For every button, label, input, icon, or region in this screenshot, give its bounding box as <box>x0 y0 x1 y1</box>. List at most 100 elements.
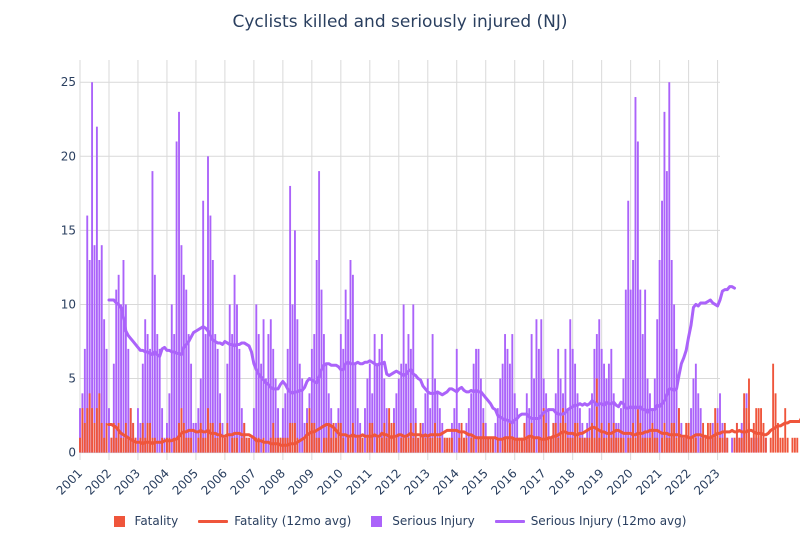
serious-injury-bar[interactable] <box>344 289 347 453</box>
fatality-bar[interactable] <box>649 437 651 453</box>
serious-injury-bar[interactable] <box>277 408 279 453</box>
fatality-bar[interactable] <box>723 422 726 453</box>
serious-injury-bar[interactable] <box>122 260 125 453</box>
fatality-bar[interactable] <box>289 422 292 453</box>
fatality-bar[interactable] <box>639 422 642 453</box>
serious-injury-bar[interactable] <box>339 334 342 453</box>
fatality-bar[interactable] <box>663 422 666 453</box>
serious-injury-bar[interactable] <box>581 422 584 453</box>
legend-item-serious-injury[interactable]: Serious Injury <box>371 514 475 528</box>
fatality-bar[interactable] <box>219 422 222 453</box>
serious-injury-bar[interactable] <box>477 348 480 453</box>
legend-item-fatality[interactable]: Fatality <box>113 514 178 528</box>
serious-injury-bar[interactable] <box>458 422 461 453</box>
fatality-bar[interactable] <box>214 437 217 453</box>
fatality-bar[interactable] <box>774 393 777 453</box>
serious-injury-bar[interactable] <box>366 378 369 453</box>
fatality-bar[interactable] <box>760 408 762 453</box>
serious-injury-avg-line[interactable] <box>107 285 736 425</box>
fatality-bar[interactable] <box>791 437 794 453</box>
fatality-bar[interactable] <box>303 437 306 453</box>
fatality-bar[interactable] <box>417 437 420 453</box>
fatality-bar[interactable] <box>492 437 494 453</box>
serious-injury-bar[interactable] <box>349 260 352 453</box>
serious-injury-bar[interactable] <box>530 334 533 453</box>
serious-injury-bar[interactable] <box>668 82 671 453</box>
serious-injury-bar[interactable] <box>226 363 229 453</box>
serious-injury-bar[interactable] <box>533 378 535 453</box>
serious-injury-bar[interactable] <box>475 348 478 453</box>
fatality-bar[interactable] <box>141 422 144 453</box>
fatality-bar[interactable] <box>245 437 248 453</box>
fatality-bar[interactable] <box>197 437 200 453</box>
fatality-bar[interactable] <box>226 422 229 453</box>
serious-injury-bar[interactable] <box>98 260 101 453</box>
fatality-bar[interactable] <box>472 437 475 453</box>
serious-injury-bar[interactable] <box>187 334 190 453</box>
serious-injury-bar[interactable] <box>610 348 613 453</box>
serious-injury-bar[interactable] <box>434 378 436 453</box>
fatality-bar[interactable] <box>477 437 480 453</box>
serious-injury-bar[interactable] <box>405 363 407 453</box>
serious-injury-bar[interactable] <box>194 422 197 453</box>
serious-injury-bar[interactable] <box>141 363 144 453</box>
fatality-bar[interactable] <box>407 437 410 453</box>
fatality-bar[interactable] <box>714 408 717 453</box>
fatality-bar[interactable] <box>653 437 656 453</box>
fatality-bar[interactable] <box>673 422 676 453</box>
fatality-bar[interactable] <box>612 422 615 453</box>
serious-injury-bar[interactable] <box>690 408 692 453</box>
fatality-bar[interactable] <box>605 437 608 453</box>
fatality-bar[interactable] <box>692 437 695 453</box>
fatality-bar[interactable] <box>419 422 422 453</box>
serious-injury-bar[interactable] <box>525 393 528 453</box>
serious-injury-bar[interactable] <box>325 363 328 453</box>
fatality-bar[interactable] <box>315 437 318 453</box>
serious-injury-bar[interactable] <box>190 363 193 453</box>
fatality-bar[interactable] <box>262 437 265 453</box>
fatality-bar[interactable] <box>103 437 106 453</box>
serious-injury-bar[interactable] <box>127 348 130 453</box>
fatality-bar[interactable] <box>487 437 490 453</box>
serious-injury-bar[interactable] <box>95 126 98 453</box>
fatality-bar[interactable] <box>557 437 560 453</box>
serious-injury-bar[interactable] <box>407 334 410 453</box>
serious-injury-bar[interactable] <box>318 171 321 453</box>
serious-injury-bar[interactable] <box>516 408 519 453</box>
fatality-bar[interactable] <box>351 422 354 453</box>
serious-injury-bar[interactable] <box>450 422 453 453</box>
serious-injury-bar[interactable] <box>298 363 301 453</box>
serious-injury-bar[interactable] <box>313 334 316 453</box>
serious-injury-bar[interactable] <box>103 319 106 453</box>
fatality-bar[interactable] <box>132 422 135 453</box>
serious-injury-bar[interactable] <box>170 304 173 453</box>
fatality-bar[interactable] <box>339 422 342 453</box>
fatality-bar[interactable] <box>721 437 724 453</box>
serious-injury-bar[interactable] <box>93 245 96 453</box>
fatality-bar[interactable] <box>450 437 453 453</box>
serious-injury-bar[interactable] <box>289 185 292 453</box>
fatality-avg-line[interactable] <box>107 414 800 447</box>
fatality-bar[interactable] <box>769 437 772 453</box>
serious-injury-bar[interactable] <box>694 363 697 453</box>
serious-injury-bar[interactable] <box>228 304 231 453</box>
fatality-bar[interactable] <box>678 408 680 453</box>
serious-injury-bar[interactable] <box>373 334 376 453</box>
fatality-bar[interactable] <box>762 422 765 453</box>
serious-injury-bar[interactable] <box>112 363 115 453</box>
fatality-bar[interactable] <box>525 437 528 453</box>
fatality-bar[interactable] <box>513 437 516 453</box>
fatality-bar[interactable] <box>636 408 639 453</box>
serious-injury-bar[interactable] <box>615 422 618 453</box>
fatality-bar[interactable] <box>412 437 415 453</box>
fatality-bar[interactable] <box>209 422 212 453</box>
serious-injury-bar[interactable] <box>100 245 103 453</box>
serious-injury-bar[interactable] <box>274 378 277 453</box>
fatality-bar[interactable] <box>617 437 620 453</box>
fatality-bar[interactable] <box>166 437 168 453</box>
serious-injury-bar[interactable] <box>467 408 470 453</box>
serious-injury-bar[interactable] <box>661 200 663 453</box>
fatality-bar[interactable] <box>86 408 89 453</box>
serious-injury-bar[interactable] <box>511 334 514 453</box>
fatality-bar[interactable] <box>378 437 381 453</box>
